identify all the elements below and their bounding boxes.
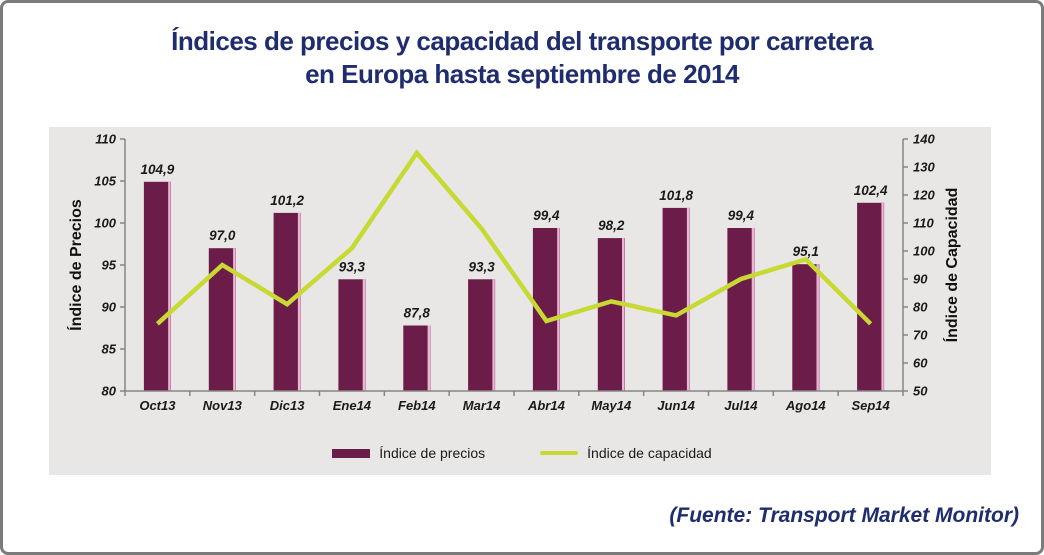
legend-item-capacidad: Índice de capacidad (540, 445, 712, 461)
source-note: (Fuente: Transport Market Monitor) (669, 504, 1019, 527)
legend-item-precios: Índice de precios (332, 445, 485, 461)
legend-swatch-line (540, 451, 579, 455)
legend-swatch-bar (332, 448, 371, 458)
chart-title-line1: Índices de precios y capacidad del trans… (171, 26, 873, 56)
plot-panel (49, 127, 991, 475)
chart-title-line2: en Europa hasta septiembre de 2014 (305, 59, 739, 89)
legend: Índice de precios Índice de capacidad (3, 445, 1041, 461)
legend-label-precios: Índice de precios (379, 445, 486, 461)
chart-title: Índices de precios y capacidad del trans… (3, 25, 1041, 91)
legend-label-capacidad: Índice de capacidad (587, 445, 712, 461)
